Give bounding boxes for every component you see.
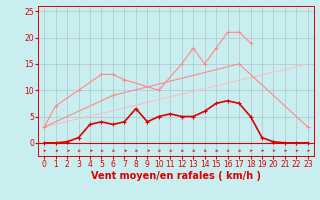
X-axis label: Vent moyen/en rafales ( km/h ): Vent moyen/en rafales ( km/h ) [91, 171, 261, 181]
